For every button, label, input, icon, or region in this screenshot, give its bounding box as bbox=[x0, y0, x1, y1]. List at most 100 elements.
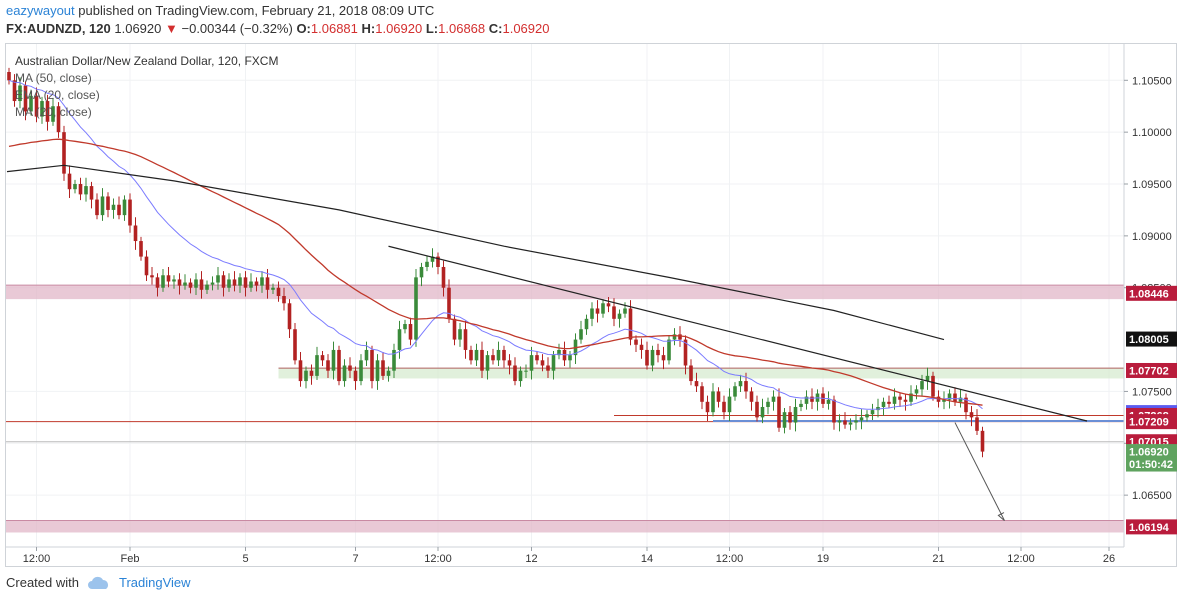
candle-body bbox=[716, 391, 721, 402]
chart-frame[interactable] bbox=[5, 43, 1177, 567]
x-tick-label: 7 bbox=[352, 553, 358, 565]
y-tick-label: 1.07500 bbox=[1132, 386, 1172, 398]
price-label-bg bbox=[1126, 444, 1177, 460]
candle-body bbox=[551, 355, 556, 371]
candle-body bbox=[749, 391, 754, 402]
candle-body bbox=[832, 399, 836, 423]
legend: Australian Dollar/New Zealand Dollar, 12… bbox=[15, 54, 278, 119]
candle-body bbox=[496, 349, 501, 361]
candle-body bbox=[45, 101, 50, 122]
candle-body bbox=[639, 344, 644, 350]
candle-body bbox=[100, 196, 105, 216]
candle-body bbox=[887, 401, 891, 404]
candle-body bbox=[826, 399, 831, 404]
resistance-zone-mid bbox=[278, 368, 1124, 379]
candle-body bbox=[414, 277, 418, 340]
y-tick-label: 1.10000 bbox=[1132, 127, 1172, 139]
x-tick-label: 5 bbox=[242, 553, 248, 565]
candle-body bbox=[155, 277, 160, 288]
candle-body bbox=[282, 296, 286, 304]
candle-body bbox=[73, 184, 77, 190]
x-tick-label: 21 bbox=[932, 553, 944, 565]
candle-body bbox=[689, 365, 693, 382]
candle-body bbox=[804, 396, 809, 404]
high-value: 1.06920 bbox=[375, 21, 423, 36]
candle-body bbox=[865, 414, 869, 418]
candle-body bbox=[711, 391, 715, 413]
candle-body bbox=[337, 349, 341, 382]
candle-body bbox=[672, 334, 677, 340]
x-tick-label: 12 bbox=[525, 553, 537, 565]
candle-body bbox=[612, 306, 616, 319]
close-value: 1.06920 bbox=[502, 21, 550, 36]
candle-body bbox=[683, 339, 688, 366]
candle-body bbox=[650, 349, 655, 366]
candle-body bbox=[265, 277, 270, 290]
candle-body bbox=[304, 370, 308, 382]
candle-body bbox=[188, 282, 193, 288]
x-tick-label: 12:00 bbox=[23, 553, 51, 565]
symbol-name[interactable]: FX:AUDNZD, 120 bbox=[6, 21, 111, 36]
open-value: 1.06881 bbox=[310, 21, 358, 36]
candle-body bbox=[755, 401, 759, 418]
candle-body bbox=[23, 85, 28, 112]
candle-body bbox=[375, 360, 380, 382]
candle-body bbox=[491, 355, 495, 361]
legend-item-ma20: MA (20, close) bbox=[15, 105, 92, 119]
candle-body bbox=[40, 101, 44, 117]
candle-body bbox=[249, 281, 253, 288]
candle-body bbox=[210, 282, 215, 285]
candles bbox=[7, 67, 985, 458]
candle-body bbox=[370, 349, 374, 382]
candle-body bbox=[634, 339, 638, 345]
candle-body bbox=[386, 370, 391, 376]
publish-line: eazywayout published on TradingView.com,… bbox=[6, 3, 434, 18]
trend-lines bbox=[388, 245, 1088, 521]
candle-body bbox=[117, 204, 121, 216]
author-link[interactable]: eazywayout bbox=[6, 3, 75, 18]
ema-20-line bbox=[8, 79, 983, 410]
candle-body bbox=[458, 329, 462, 340]
candle-body bbox=[793, 406, 798, 423]
candle-body bbox=[667, 339, 671, 361]
candle-body bbox=[392, 349, 396, 371]
candle-body bbox=[474, 349, 479, 361]
candle-body bbox=[227, 279, 231, 288]
candle-body bbox=[810, 396, 814, 402]
price-label-bg bbox=[1126, 362, 1177, 378]
candle-body bbox=[485, 355, 490, 371]
legend-item-ma50: MA (50, close) bbox=[15, 71, 92, 85]
candle-body bbox=[678, 334, 682, 340]
legend-title: Australian Dollar/New Zealand Dollar, 12… bbox=[15, 54, 278, 68]
candle-body bbox=[782, 412, 787, 428]
candle-body bbox=[150, 275, 154, 278]
candle-body bbox=[67, 173, 72, 190]
open-label: O: bbox=[296, 21, 311, 36]
candle-body bbox=[78, 184, 83, 195]
candle-body bbox=[744, 381, 748, 392]
candle-body bbox=[331, 349, 336, 371]
candle-body bbox=[18, 85, 22, 102]
candle-body bbox=[480, 349, 484, 371]
candle-body bbox=[397, 329, 402, 350]
candle-body bbox=[359, 360, 363, 382]
candle-body bbox=[353, 370, 358, 382]
price-change: −0.00344 (−0.32%) bbox=[181, 21, 293, 36]
candle-body bbox=[854, 420, 858, 423]
candle-body bbox=[645, 349, 649, 366]
support-zone-bottom bbox=[6, 520, 1124, 533]
price-label: 1.08005 bbox=[1129, 334, 1169, 346]
candle-body bbox=[546, 365, 550, 371]
candle-body bbox=[452, 318, 457, 340]
candle-body bbox=[238, 277, 242, 286]
candle-body bbox=[892, 396, 897, 404]
price-label-bg bbox=[1126, 331, 1177, 347]
moving-averages bbox=[6, 79, 983, 410]
y-axis: 1.105001.100001.095001.090001.085001.075… bbox=[1123, 44, 1177, 547]
candle-body bbox=[876, 406, 880, 411]
candle-body bbox=[727, 396, 732, 413]
candle-body bbox=[584, 318, 589, 330]
tradingview-link[interactable]: TradingView bbox=[118, 575, 191, 590]
candle-body bbox=[595, 308, 600, 314]
